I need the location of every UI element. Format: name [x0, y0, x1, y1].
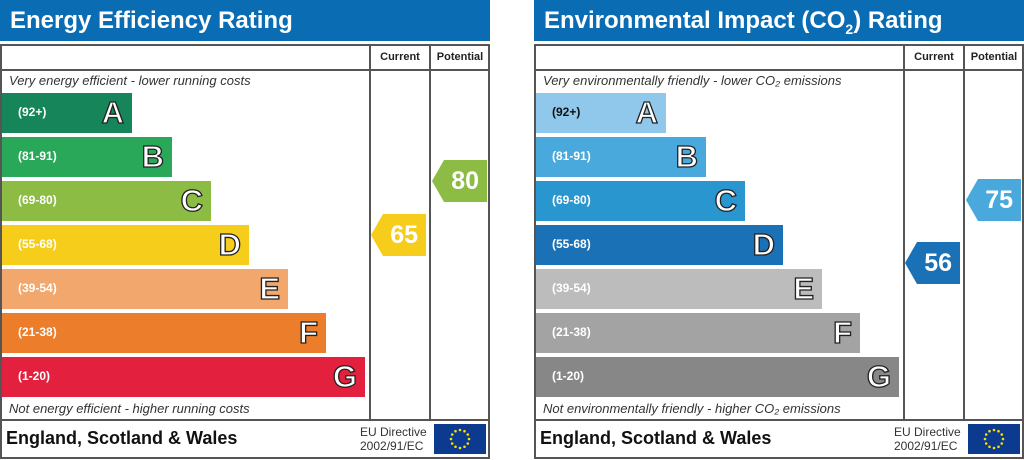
divider	[429, 46, 431, 419]
band-letter: B	[141, 138, 165, 174]
band-c: (69-80) C	[536, 181, 745, 221]
band-d: (55-68) D	[536, 225, 783, 265]
divider	[2, 69, 488, 71]
band-range: (39-54)	[552, 281, 591, 295]
top-note: Very energy efficient - lower running co…	[9, 73, 251, 88]
energy-efficiency-panel: Energy Efficiency Rating Current Potenti…	[0, 0, 490, 460]
band-range: (21-38)	[552, 325, 591, 339]
bottom-note: Not energy efficient - higher running co…	[9, 401, 250, 416]
band-a: (92+) A	[536, 93, 666, 133]
column-header-current: Current	[914, 51, 954, 63]
band-d: (55-68) D	[2, 225, 249, 265]
band-a: (92+) A	[2, 93, 132, 133]
divider	[2, 419, 488, 421]
band-range: (55-68)	[18, 237, 57, 251]
environmental-impact-panel: Environmental Impact (CO2) Rating Curren…	[534, 0, 1024, 460]
eu-directive: EU Directive 2002/91/EC	[360, 425, 427, 453]
band-e: (39-54) E	[2, 269, 288, 309]
region-label: England, Scotland & Wales	[540, 428, 772, 448]
current-rating-value: 65	[390, 221, 418, 249]
band-g: (1-20) G	[2, 357, 365, 397]
band-letter: B	[675, 138, 699, 174]
band-letter: C	[714, 182, 738, 218]
column-header-potential: Potential	[436, 51, 484, 63]
chart-title: Energy Efficiency Rating	[0, 0, 490, 41]
band-g: (1-20) G	[536, 357, 899, 397]
potential-rating-value: 75	[985, 186, 1013, 214]
column-header-current: Current	[380, 51, 420, 63]
band-letter: D	[752, 226, 776, 262]
current-rating-value: 56	[924, 249, 952, 277]
band-range: (92+)	[552, 105, 581, 119]
band-letter: G	[866, 358, 891, 394]
band-letter: G	[332, 358, 357, 394]
divider	[903, 46, 905, 419]
band-b: (81-91) B	[536, 137, 706, 177]
band-e: (39-54) E	[536, 269, 822, 309]
band-range: (1-20)	[18, 369, 51, 383]
band-letter: A	[101, 94, 125, 130]
band-range: (92+)	[18, 105, 47, 119]
band-letter: E	[259, 270, 281, 306]
potential-rating-arrow: 80	[432, 160, 487, 202]
eu-directive: EU Directive 2002/91/EC	[894, 425, 961, 453]
band-f: (21-38) F	[536, 313, 860, 353]
current-rating-arrow: 65	[371, 214, 426, 256]
band-letter: F	[832, 314, 852, 350]
band-letter: D	[218, 226, 242, 262]
column-header-potential: Potential	[970, 51, 1018, 63]
band-range: (81-91)	[552, 149, 591, 163]
directive-line: EU Directive	[894, 425, 961, 439]
band-f: (21-38) F	[2, 313, 326, 353]
band-letter: F	[298, 314, 318, 350]
directive-line: 2002/91/EC	[360, 439, 424, 453]
band-range: (21-38)	[18, 325, 57, 339]
eu-flag-icon	[434, 424, 486, 454]
rating-table: Current Potential	[0, 44, 490, 459]
divider	[369, 46, 371, 419]
band-letter: A	[635, 94, 659, 130]
potential-rating-value: 80	[451, 167, 479, 195]
band-range: (69-80)	[552, 193, 591, 207]
band-b: (81-91) B	[2, 137, 172, 177]
top-note: Very environmentally friendly - lower CO…	[543, 73, 842, 88]
potential-rating-arrow: 75	[966, 179, 1021, 221]
directive-line: EU Directive	[360, 425, 427, 439]
eu-flag-icon	[968, 424, 1020, 454]
divider	[536, 69, 1022, 71]
rating-table: Current Potential	[534, 44, 1024, 459]
band-range: (39-54)	[18, 281, 57, 295]
directive-line: 2002/91/EC	[894, 439, 958, 453]
bottom-note: Not environmentally friendly - higher CO…	[543, 401, 841, 416]
region-label: England, Scotland & Wales	[6, 428, 238, 448]
chart-title: Environmental Impact (CO2) Rating	[534, 0, 1024, 41]
current-rating-arrow: 56	[905, 242, 960, 284]
divider	[536, 419, 1022, 421]
band-range: (1-20)	[552, 369, 585, 383]
band-range: (81-91)	[18, 149, 57, 163]
band-letter: E	[793, 270, 815, 306]
band-c: (69-80) C	[2, 181, 211, 221]
band-letter: C	[180, 182, 204, 218]
band-range: (69-80)	[18, 193, 57, 207]
divider	[963, 46, 965, 419]
band-range: (55-68)	[552, 237, 591, 251]
